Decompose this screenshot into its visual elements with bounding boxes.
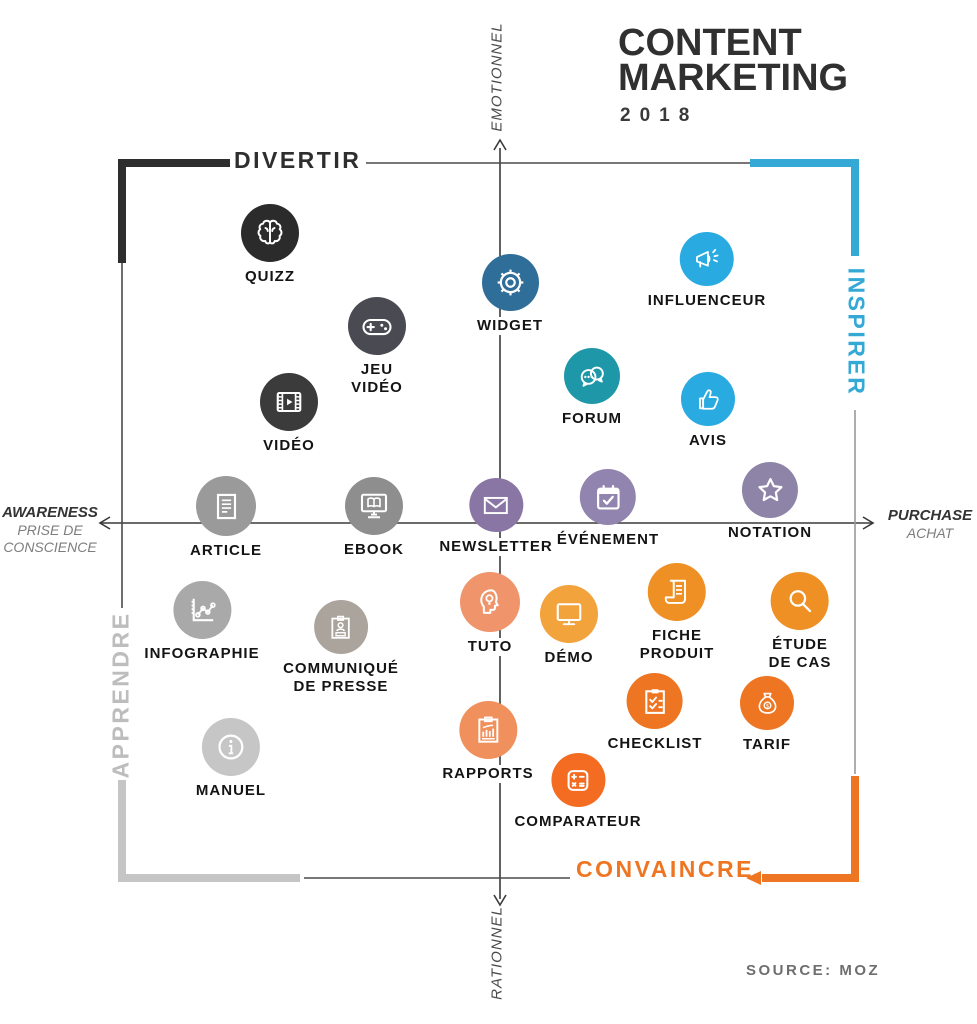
bracket-apprendre [118, 780, 300, 882]
title-line2: MARKETING [618, 56, 849, 99]
film-icon [260, 373, 318, 431]
quadrant-label-divertir: DIVERTIR [234, 147, 362, 173]
item-label-avis: AVIS [687, 432, 729, 450]
item-quizz: QUIZZ [241, 204, 299, 286]
item-tarif: TARIF [740, 676, 794, 754]
item-label-jeu-video: JEU VIDÉO [349, 361, 405, 397]
axis-label-rationnel: RATIONNEL [488, 906, 506, 1000]
item-label-video: VIDÉO [261, 437, 317, 455]
item-evenement: ÉVÉNEMENT [554, 469, 662, 549]
item-communique: COMMUNIQUÉ DE PRESSE [281, 600, 401, 696]
item-widget: WIDGET [475, 253, 545, 335]
headbulb-icon [460, 572, 520, 632]
item-avis: AVIS [681, 372, 735, 450]
item-label-forum: FORUM [560, 410, 624, 428]
item-label-evenement: ÉVÉNEMENT [554, 531, 662, 549]
item-label-communique: COMMUNIQUÉ DE PRESSE [281, 660, 401, 696]
chat-icon [564, 348, 620, 404]
document-icon [196, 476, 256, 536]
axis-label-awareness-en: AWARENESS [2, 504, 98, 521]
item-notation: NOTATION [725, 462, 815, 542]
axis-label-purchase: PURCHASE ACHAT [884, 507, 976, 542]
envelope-icon [469, 478, 523, 532]
item-label-quizz: QUIZZ [243, 268, 297, 286]
item-influenceur: INFLUENCEUR [645, 232, 769, 310]
clipboard-icon [627, 673, 683, 729]
scroll-icon [648, 563, 706, 621]
item-label-widget: WIDGET [475, 316, 545, 335]
infographic-icon [173, 581, 231, 639]
item-label-influenceur: INFLUENCEUR [645, 292, 769, 310]
title-year: 2018 [620, 104, 699, 126]
axis-arrow-up [493, 138, 507, 151]
report-icon [459, 701, 517, 759]
item-label-ebook: EBOOK [341, 541, 407, 559]
quadrant-label-inspirer: INSPIRER [843, 267, 870, 397]
item-label-tuto: TUTO [465, 638, 515, 656]
item-label-article: ARTICLE [188, 542, 264, 560]
moneybag-icon [740, 676, 794, 730]
item-checklist: CHECKLIST [605, 673, 705, 753]
bracket-convaincre-arrow [746, 871, 761, 885]
axis-arrow-down [493, 894, 507, 907]
quadrant-label-convaincre: CONVAINCRE [576, 856, 754, 882]
item-label-notation: NOTATION [725, 524, 815, 542]
title-line1: CONTENT [618, 22, 802, 64]
info-icon [201, 718, 260, 776]
item-label-tarif: TARIF [740, 736, 794, 754]
bracket-convaincre [762, 776, 859, 882]
bracket-divertir [118, 159, 230, 263]
axis-arrow-right [862, 516, 875, 530]
item-label-newsletter: NEWSLETTER [437, 538, 555, 556]
item-label-rapports: RAPPORTS [440, 765, 536, 783]
item-ebook: EBOOK [341, 477, 407, 559]
calendar-icon [579, 469, 636, 525]
megaphone-icon [680, 232, 734, 286]
axis-label-awareness: AWARENESS PRISE DE CONSCIENCE [0, 504, 100, 556]
item-video: VIDÉO [260, 373, 318, 455]
axis-label-purchase-en: PURCHASE [887, 507, 973, 524]
item-demo: DÉMO [540, 585, 598, 667]
axis-label-purchase-fr: ACHAT [906, 525, 954, 541]
item-newsletter: NEWSLETTER [437, 478, 555, 556]
magnifier-icon [771, 572, 829, 630]
item-fiche-produit: FICHE PRODUIT [637, 563, 717, 663]
item-infographie: INFOGRAPHIE [142, 581, 262, 663]
item-label-etude-de-cas: ÉTUDE DE CAS [766, 636, 834, 672]
axis-label-emotionnel: EMOTIONNEL [488, 22, 506, 132]
item-comparateur: COMPARATEUR [512, 753, 644, 831]
item-tuto: TUTO [460, 572, 520, 656]
monitor-icon [540, 585, 598, 643]
axis-arrow-left [98, 516, 111, 530]
item-label-checklist: CHECKLIST [605, 735, 705, 753]
brain-icon [241, 204, 299, 262]
item-label-infographie: INFOGRAPHIE [142, 645, 262, 663]
item-label-fiche-produit: FICHE PRODUIT [637, 627, 717, 663]
item-manuel: MANUEL [193, 718, 269, 800]
bracket-inspirer [750, 159, 859, 256]
axis-label-awareness-fr: PRISE DE CONSCIENCE [3, 522, 97, 555]
item-jeu-video: JEU VIDÉO [348, 297, 406, 397]
item-rapports: RAPPORTS [440, 701, 536, 783]
source-credit: SOURCE: MOZ [746, 962, 881, 979]
star-icon [741, 462, 798, 518]
ebook-icon [344, 477, 403, 535]
page-title: CONTENT MARKETING 2018 [618, 22, 849, 127]
item-etude-de-cas: ÉTUDE DE CAS [766, 572, 834, 672]
thumb-icon [681, 372, 735, 426]
item-forum: FORUM [560, 348, 624, 428]
gear-icon [481, 253, 539, 311]
item-article: ARTICLE [188, 476, 264, 560]
item-label-comparateur: COMPARATEUR [512, 813, 644, 831]
calculator-icon [550, 753, 605, 807]
item-label-manuel: MANUEL [193, 782, 269, 800]
item-label-demo: DÉMO [542, 649, 596, 667]
press-icon [313, 600, 368, 654]
quadrant-label-apprendre: APPRENDRE [107, 611, 134, 779]
gamepad-icon [348, 297, 406, 355]
